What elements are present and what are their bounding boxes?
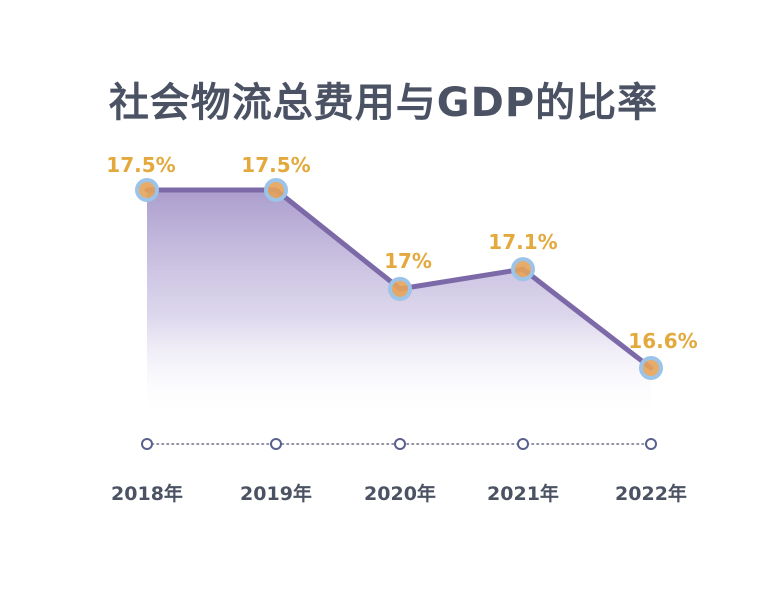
data-label: 16.6% [628, 329, 697, 353]
x-tick-label: 2021年 [487, 482, 559, 505]
data-label: 17.1% [488, 230, 557, 254]
data-point[interactable] [388, 276, 412, 301]
data-point[interactable] [639, 356, 663, 380]
data-point[interactable] [135, 178, 159, 202]
x-axis-marker [394, 438, 406, 450]
data-label: 17% [384, 249, 432, 273]
area-fill [147, 190, 651, 420]
x-axis-marker [645, 438, 657, 450]
data-point[interactable] [511, 257, 535, 282]
x-axis-marker [270, 438, 282, 450]
data-point[interactable] [264, 178, 288, 202]
x-tick-label: 2020年 [364, 482, 436, 505]
x-axis-marker [141, 438, 153, 450]
data-label: 17.5% [241, 153, 310, 177]
data-label: 17.5% [106, 153, 175, 177]
x-tick-label: 2022年 [615, 482, 687, 505]
x-tick-label: 2019年 [240, 482, 312, 505]
x-tick-label: 2018年 [111, 482, 183, 505]
chart-title: 社会物流总费用与GDP的比率 [108, 80, 659, 126]
x-axis-marker [517, 438, 529, 450]
